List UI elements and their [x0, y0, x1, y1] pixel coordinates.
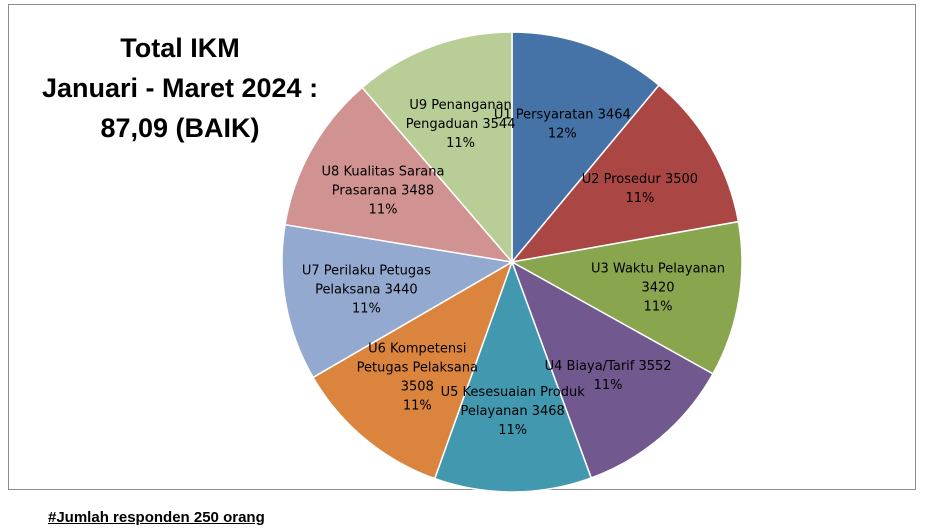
- title-line-3: 87,09 (BAIK): [100, 113, 260, 143]
- slice-label-line: Prasarana 3488: [332, 184, 434, 199]
- slice-label-u2: U2 Prosedur 3500 11%: [582, 172, 698, 206]
- pie-slice-u2: [510, 84, 740, 264]
- slice-label-line: U5 Kesesuaian Produk: [441, 385, 586, 400]
- slice-label-line: U7 Perilaku Petugas: [302, 264, 431, 279]
- respondent-footnote: #Jumlah responden 250 orang: [48, 509, 265, 526]
- slice-percent-u2: 11%: [625, 191, 654, 206]
- title-line-2: Januari - Maret 2024 :: [41, 73, 319, 103]
- pie-slice-u7: [281, 223, 515, 379]
- title-line-1: Total IKM: [120, 33, 240, 63]
- slice-percent-u6: 11%: [403, 398, 432, 413]
- pie-slice-u5: [433, 259, 593, 493]
- pie-slice-u1: [511, 31, 661, 265]
- slice-percent-u8: 11%: [369, 203, 398, 218]
- slice-label-line: Pelayanan 3468: [461, 404, 565, 419]
- slice-percent-u3: 11%: [644, 299, 673, 314]
- slice-label-u3: U3 Waktu Pelayanan 3420 11%: [591, 261, 725, 314]
- slice-label-line: U3 Waktu Pelayanan: [591, 261, 725, 276]
- slice-label-u5: U5 Kesesuaian Produk Pelayanan 3468 11%: [441, 385, 586, 438]
- pie-slice-u3: [509, 220, 743, 375]
- pie-slice-u9: [361, 31, 513, 265]
- slice-percent-u4: 11%: [594, 378, 623, 393]
- slice-percent-u1: 12%: [548, 126, 577, 141]
- pie-slice-u4: [510, 260, 714, 479]
- slice-percent-u7: 11%: [352, 302, 381, 317]
- slice-label-line: U9 Penanganan: [409, 98, 511, 113]
- pie-slice-u8: [284, 86, 514, 264]
- slice-percent-u5: 11%: [498, 423, 527, 438]
- slice-label-u4: U4 Biaya/Tarif 3552 11%: [545, 359, 672, 393]
- chart-title: Total IKM Januari - Maret 2024 : 87,09 (…: [10, 28, 350, 148]
- slice-label-u1: U1 Persyaratan 3464 12%: [494, 107, 631, 141]
- slice-percent-u9: 11%: [446, 136, 475, 151]
- pie-slice-u6: [312, 260, 514, 480]
- slice-label-u8: U8 Kualitas Sarana Prasarana 3488 11%: [322, 165, 445, 218]
- slice-label-line: U1 Persyaratan 3464: [494, 107, 631, 122]
- slice-label-line: U2 Prosedur 3500: [582, 172, 698, 187]
- slice-label-line: Pengaduan 3544: [406, 117, 516, 132]
- slice-label-line: U8 Kualitas Sarana: [322, 165, 445, 180]
- slice-label-line: Pelaksana 3440: [315, 283, 418, 298]
- slice-label-line: U4 Biaya/Tarif 3552: [545, 359, 672, 374]
- slice-label-u9: U9 Penanganan Pengaduan 3544 11%: [406, 98, 516, 151]
- slice-label-u7: U7 Perilaku Petugas Pelaksana 3440 11%: [302, 264, 431, 317]
- slice-label-line: 3508: [401, 379, 434, 394]
- slice-label-line: U6 Kompetensi: [368, 341, 466, 356]
- slice-label-u6: U6 Kompetensi Petugas Pelaksana 3508 11%: [357, 341, 478, 413]
- slice-label-line: Petugas Pelaksana: [357, 360, 478, 375]
- slice-label-line: 3420: [641, 280, 674, 295]
